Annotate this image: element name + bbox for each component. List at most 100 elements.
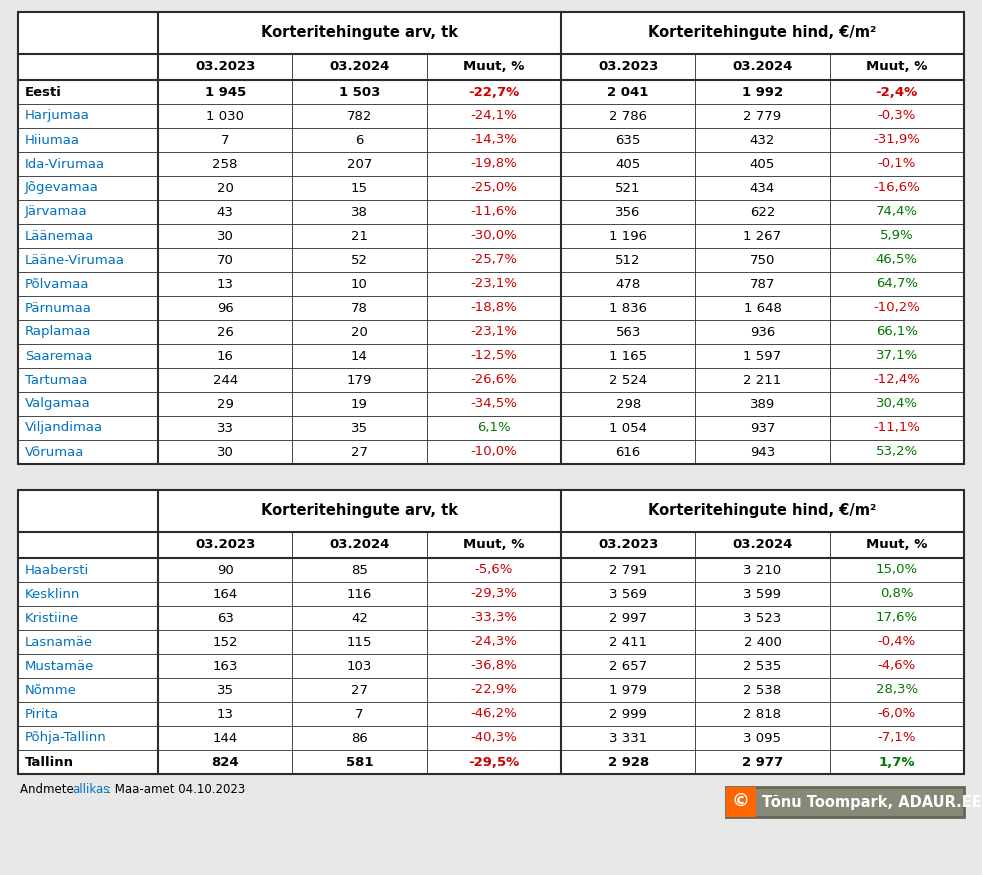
Text: -29,3%: -29,3% — [470, 587, 518, 600]
Text: Andmete: Andmete — [20, 783, 78, 796]
Text: -34,5%: -34,5% — [470, 397, 518, 410]
Text: 2 818: 2 818 — [743, 708, 782, 720]
Text: 03.2024: 03.2024 — [733, 60, 792, 74]
Text: 78: 78 — [351, 302, 368, 314]
Text: Järvamaa: Järvamaa — [25, 206, 87, 219]
Bar — [726, 787, 756, 817]
Text: Pirita: Pirita — [25, 708, 59, 720]
Text: -26,6%: -26,6% — [470, 374, 518, 387]
Text: 787: 787 — [750, 277, 775, 290]
Text: 20: 20 — [351, 326, 368, 339]
Text: -11,6%: -11,6% — [470, 206, 518, 219]
Text: 21: 21 — [351, 229, 368, 242]
Text: Pärnumaa: Pärnumaa — [25, 302, 92, 314]
Text: 13: 13 — [217, 277, 234, 290]
Text: -12,5%: -12,5% — [470, 349, 518, 362]
Text: 85: 85 — [351, 564, 368, 577]
Text: -7,1%: -7,1% — [878, 732, 916, 745]
Text: -5,6%: -5,6% — [474, 564, 513, 577]
Text: 115: 115 — [347, 635, 372, 648]
Text: 144: 144 — [212, 732, 238, 745]
Text: 163: 163 — [212, 660, 238, 673]
Text: Hiiumaa: Hiiumaa — [25, 134, 80, 146]
Text: 2 657: 2 657 — [609, 660, 647, 673]
Text: 74,4%: 74,4% — [876, 206, 918, 219]
Text: Läänemaa: Läänemaa — [25, 229, 94, 242]
Text: 164: 164 — [212, 587, 238, 600]
Text: 937: 937 — [750, 422, 775, 435]
Text: 13: 13 — [217, 708, 234, 720]
Text: -16,6%: -16,6% — [873, 181, 920, 194]
Text: -29,5%: -29,5% — [468, 755, 519, 768]
Text: -23,1%: -23,1% — [470, 326, 518, 339]
Text: 3 210: 3 210 — [743, 564, 782, 577]
Text: 7: 7 — [221, 134, 230, 146]
Text: 512: 512 — [616, 254, 641, 267]
Text: -31,9%: -31,9% — [873, 134, 920, 146]
Text: Tõnu Toompark, ADAUR.EE: Tõnu Toompark, ADAUR.EE — [762, 794, 982, 809]
Text: 750: 750 — [750, 254, 775, 267]
Text: 2 524: 2 524 — [609, 374, 647, 387]
Text: 179: 179 — [347, 374, 372, 387]
Text: 581: 581 — [346, 755, 373, 768]
Text: -36,8%: -36,8% — [470, 660, 518, 673]
Text: 53,2%: 53,2% — [876, 445, 918, 458]
Text: 405: 405 — [616, 158, 641, 171]
Text: 1 979: 1 979 — [609, 683, 647, 696]
Text: 2 997: 2 997 — [609, 612, 647, 625]
Text: 434: 434 — [750, 181, 775, 194]
Text: Harjumaa: Harjumaa — [25, 109, 90, 123]
Text: 2 928: 2 928 — [608, 755, 649, 768]
Text: -22,7%: -22,7% — [468, 86, 519, 99]
Text: Ida-Virumaa: Ida-Virumaa — [25, 158, 105, 171]
FancyBboxPatch shape — [726, 787, 964, 817]
Text: Eesti: Eesti — [25, 86, 62, 99]
Text: -0,1%: -0,1% — [878, 158, 916, 171]
Text: -24,3%: -24,3% — [470, 635, 518, 648]
Text: 2 400: 2 400 — [743, 635, 782, 648]
Text: 2 977: 2 977 — [742, 755, 783, 768]
Text: 03.2024: 03.2024 — [329, 538, 390, 551]
Text: 258: 258 — [212, 158, 238, 171]
Text: -25,0%: -25,0% — [470, 181, 518, 194]
Text: -18,8%: -18,8% — [470, 302, 518, 314]
Text: 244: 244 — [212, 374, 238, 387]
Text: 27: 27 — [351, 683, 368, 696]
Text: 26: 26 — [217, 326, 234, 339]
Text: 1 054: 1 054 — [609, 422, 647, 435]
Text: 1 503: 1 503 — [339, 86, 380, 99]
Text: 2 211: 2 211 — [743, 374, 782, 387]
Text: 03.2023: 03.2023 — [195, 538, 255, 551]
Text: 298: 298 — [616, 397, 641, 410]
Text: Muut, %: Muut, % — [464, 60, 524, 74]
Text: -19,8%: -19,8% — [470, 158, 518, 171]
Text: Mustamäe: Mustamäe — [25, 660, 94, 673]
Bar — [18, 12, 964, 464]
Bar — [18, 12, 964, 464]
Text: -25,7%: -25,7% — [470, 254, 518, 267]
Text: 356: 356 — [616, 206, 641, 219]
Text: 17,6%: 17,6% — [876, 612, 918, 625]
Text: 66,1%: 66,1% — [876, 326, 918, 339]
Text: 1,7%: 1,7% — [879, 755, 915, 768]
Text: 96: 96 — [217, 302, 234, 314]
Text: 14: 14 — [351, 349, 368, 362]
Text: 3 599: 3 599 — [743, 587, 782, 600]
Text: 30: 30 — [217, 445, 234, 458]
Text: 86: 86 — [352, 732, 368, 745]
Text: Viljandimaa: Viljandimaa — [25, 422, 103, 435]
Text: Põhja-Tallinn: Põhja-Tallinn — [25, 732, 107, 745]
Text: -14,3%: -14,3% — [470, 134, 518, 146]
Text: 616: 616 — [616, 445, 641, 458]
Text: Lääne-Virumaa: Lääne-Virumaa — [25, 254, 125, 267]
Text: Tartumaa: Tartumaa — [25, 374, 87, 387]
Text: allikas: allikas — [72, 783, 109, 796]
Text: 70: 70 — [217, 254, 234, 267]
Text: -2,4%: -2,4% — [876, 86, 918, 99]
Text: 405: 405 — [750, 158, 775, 171]
Text: 6: 6 — [355, 134, 363, 146]
Text: 03.2023: 03.2023 — [598, 538, 658, 551]
Text: -40,3%: -40,3% — [470, 732, 518, 745]
Text: 1 030: 1 030 — [206, 109, 245, 123]
Text: -30,0%: -30,0% — [470, 229, 518, 242]
